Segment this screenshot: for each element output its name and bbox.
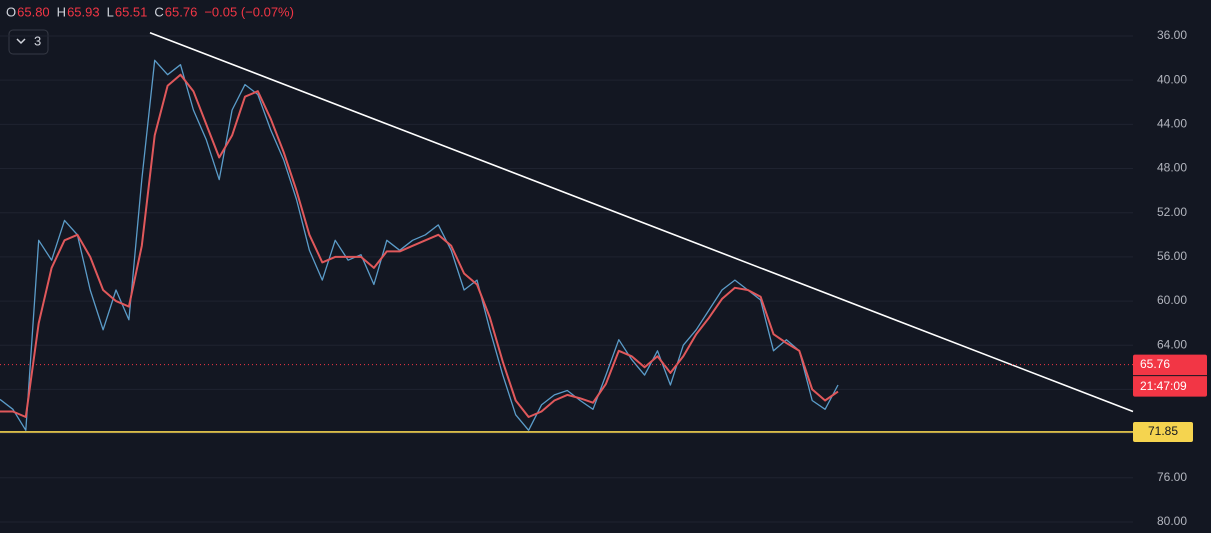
y-tick-label: 44.00 xyxy=(1157,117,1187,131)
toggle-box[interactable] xyxy=(8,29,49,55)
price-line xyxy=(0,73,839,418)
ohlc-value: 65.80 xyxy=(17,4,50,19)
ohlc-key: H xyxy=(57,4,66,19)
horizontal-line-label: 71.85 xyxy=(1148,424,1178,438)
indicator-toggle[interactable]: 3 xyxy=(8,29,49,55)
y-tick-label: 52.00 xyxy=(1157,205,1187,219)
indicator-count: 3 xyxy=(34,33,41,48)
horizontal-line-tag xyxy=(1133,421,1193,442)
ohlc-key: C xyxy=(154,4,163,19)
y-tick-label: 56.00 xyxy=(1157,249,1187,263)
last-price-label: 65.76 xyxy=(1140,357,1170,371)
header: O 65.80 H 65.93 L 65.51 C 65.76 −0.05 (−0.07%) xyxy=(6,4,294,19)
y-tick-label: 36.00 xyxy=(1157,28,1187,42)
y-tick-label: 76.00 xyxy=(1157,470,1187,484)
ohlc-key: L xyxy=(107,4,114,19)
grid xyxy=(0,35,1133,523)
ohlc-value: 65.51 xyxy=(115,4,148,19)
y-tick-label: 64.00 xyxy=(1157,337,1187,351)
ohlc-value: 65.76 xyxy=(165,4,198,19)
ohlc-value: 65.93 xyxy=(67,4,100,19)
y-tick-label: 40.00 xyxy=(1157,72,1187,86)
trendline xyxy=(149,31,1134,413)
y-tick-label: 80.00 xyxy=(1157,514,1187,528)
y-tick-label: 60.00 xyxy=(1157,293,1187,307)
price-line xyxy=(0,59,839,431)
change: −0.05 (−0.07%) xyxy=(204,4,294,19)
y-tick-label: 48.00 xyxy=(1157,161,1187,175)
ohlc-key: O xyxy=(6,4,16,19)
chevron-icon xyxy=(16,38,26,45)
countdown-label: 21:47:09 xyxy=(1140,379,1187,393)
